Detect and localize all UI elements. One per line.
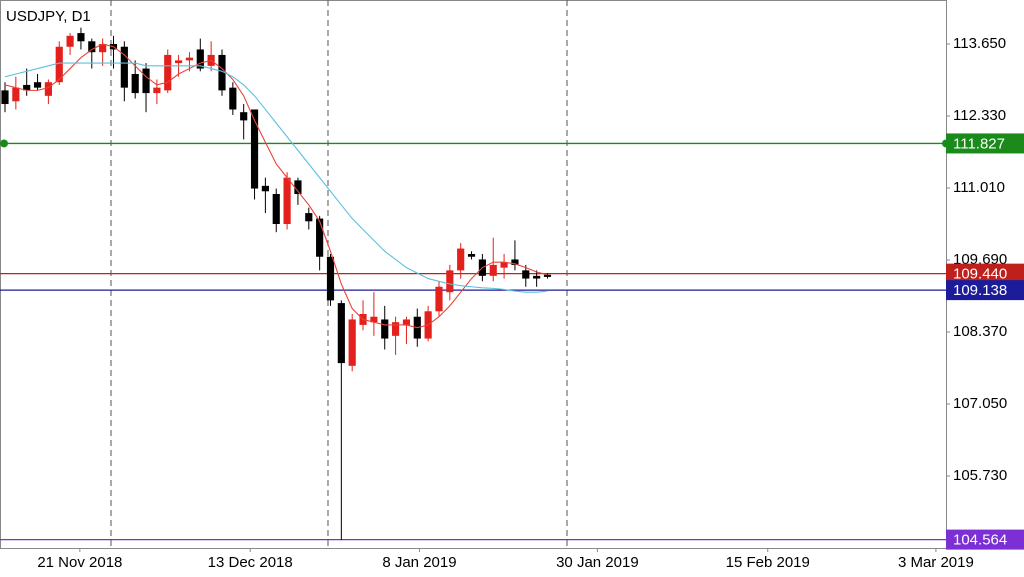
price-tag bbox=[946, 133, 1024, 154]
price-tag bbox=[946, 280, 1024, 301]
candle-body bbox=[12, 87, 20, 102]
candle-body bbox=[381, 319, 389, 339]
price-tag-label: 104.564 bbox=[953, 532, 1007, 549]
plot-frame bbox=[0, 0, 947, 549]
candle-body bbox=[467, 254, 476, 257]
moving-average bbox=[4, 43, 548, 329]
candle-body bbox=[153, 87, 161, 94]
y-tick-label: 113.650 bbox=[953, 35, 1006, 52]
candle-body bbox=[294, 180, 302, 195]
y-tick-label: 108.370 bbox=[953, 323, 1007, 340]
candle-body bbox=[457, 248, 465, 271]
candle-body bbox=[316, 218, 324, 257]
candle-body bbox=[164, 54, 172, 91]
candle-body bbox=[392, 322, 400, 336]
candle-body bbox=[66, 35, 74, 47]
candle-body bbox=[77, 33, 85, 42]
y-tick-label: 112.330 bbox=[953, 107, 1006, 124]
x-tick-label: 15 Feb 2019 bbox=[726, 554, 810, 571]
candle-body bbox=[120, 46, 128, 88]
candle-body bbox=[229, 87, 237, 110]
candle-body bbox=[185, 57, 194, 61]
x-tick-label: 8 Jan 2019 bbox=[382, 554, 456, 571]
candle-body bbox=[511, 259, 519, 265]
candle-body bbox=[446, 270, 454, 293]
candle-body bbox=[23, 84, 31, 91]
candle-body bbox=[44, 82, 52, 96]
candle-body bbox=[55, 46, 63, 83]
candle-body bbox=[305, 213, 313, 222]
y-tick-label: 105.730 bbox=[953, 467, 1007, 484]
candle-body bbox=[142, 68, 150, 94]
candle-body bbox=[543, 274, 552, 277]
candle-body bbox=[175, 60, 183, 64]
candle-body bbox=[196, 49, 204, 69]
moving-average bbox=[4, 62, 548, 293]
y-tick-label: 111.010 bbox=[953, 179, 1005, 196]
x-tick-label: 30 Jan 2019 bbox=[556, 554, 639, 571]
candle-body bbox=[240, 112, 248, 121]
candle-body bbox=[272, 194, 280, 225]
candle-body bbox=[250, 109, 259, 189]
x-tick-label: 13 Dec 2018 bbox=[208, 554, 293, 571]
candle-body bbox=[1, 90, 9, 105]
x-tick-label: 21 Nov 2018 bbox=[37, 554, 122, 571]
candle-body bbox=[435, 286, 443, 312]
candle-body bbox=[489, 264, 497, 276]
candle-body bbox=[99, 44, 107, 53]
candle-body bbox=[218, 54, 226, 91]
level-handle bbox=[0, 139, 8, 148]
candle-body bbox=[283, 177, 291, 225]
candle-body bbox=[402, 319, 411, 325]
candle-body bbox=[500, 262, 508, 268]
price-tag-label: 109.440 bbox=[953, 266, 1007, 283]
price-tag-label: 111.827 bbox=[953, 135, 1005, 152]
chart-title: USDJPY, D1 bbox=[6, 8, 91, 25]
candle-body bbox=[337, 303, 345, 364]
x-tick-label: 3 Mar 2019 bbox=[898, 554, 974, 571]
candle-body bbox=[131, 74, 139, 94]
price-tag bbox=[946, 263, 1024, 284]
candle-body bbox=[326, 256, 335, 301]
candle-body bbox=[261, 185, 269, 192]
candle-body bbox=[522, 270, 530, 279]
candle-body bbox=[88, 41, 96, 53]
y-tick-label: 107.050 bbox=[953, 395, 1007, 412]
candle-body bbox=[533, 275, 541, 279]
price-tag-label: 109.138 bbox=[953, 282, 1007, 299]
candle-body bbox=[370, 316, 378, 323]
candle-body bbox=[33, 82, 42, 88]
candle-body bbox=[348, 319, 356, 366]
price-tag bbox=[946, 529, 1024, 550]
